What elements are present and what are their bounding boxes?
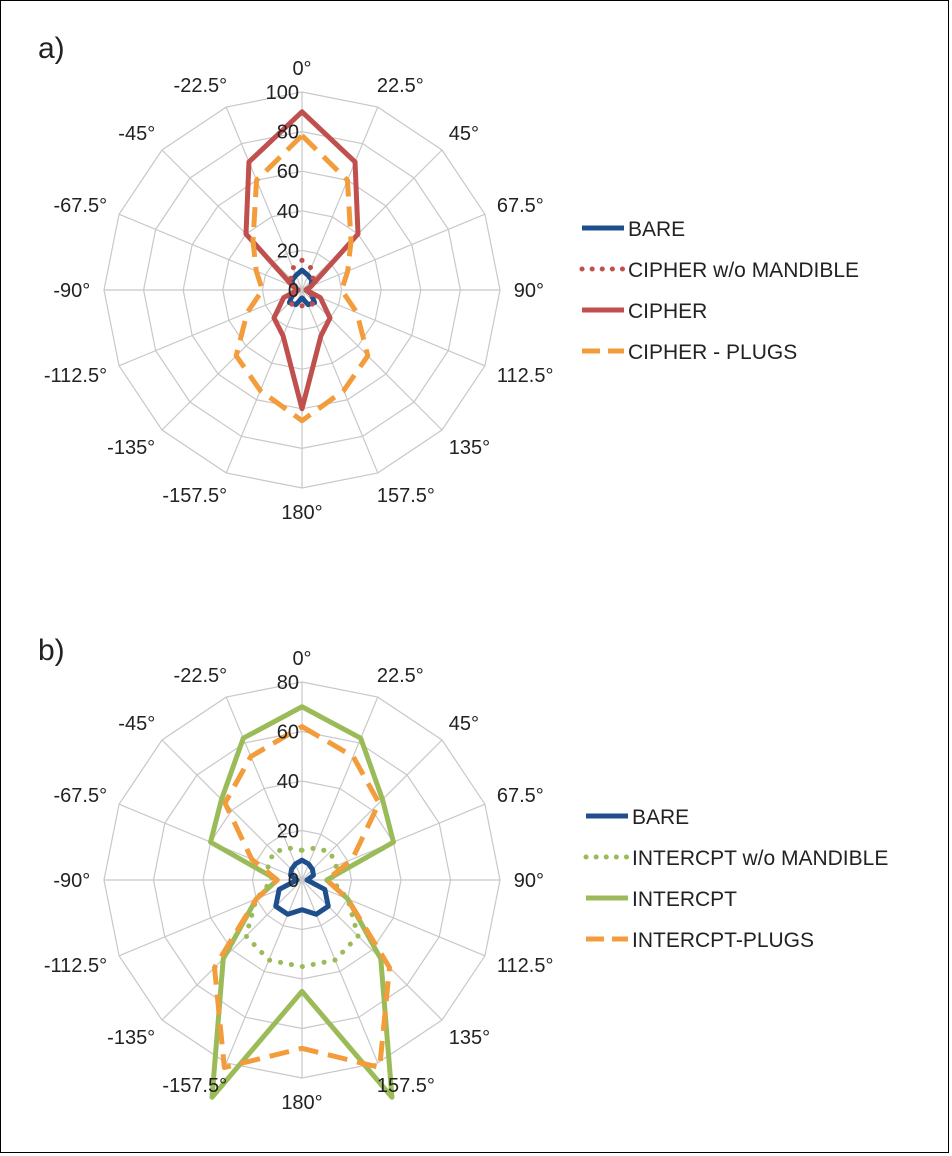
series-line-intercpt-plugs xyxy=(211,724,393,1071)
radial-tick-label: 60 xyxy=(277,161,299,183)
radial-tick-label: 80 xyxy=(277,122,299,144)
angle-label: 0° xyxy=(292,58,311,80)
legend-label: BARE xyxy=(632,806,689,829)
legend-label: BARE xyxy=(628,218,685,241)
angle-label: -90° xyxy=(53,280,90,302)
angle-label: -157.5° xyxy=(162,1075,227,1097)
grid-spoke xyxy=(118,879,303,957)
radial-tick-label: 40 xyxy=(277,771,299,793)
grid-spoke xyxy=(301,213,486,291)
legend-label: INTERCPT w/o MANDIBLE xyxy=(632,847,888,870)
grid-spoke xyxy=(301,879,379,1064)
series-line-cipher-plugs xyxy=(233,133,371,424)
angle-label: 90° xyxy=(514,280,544,302)
grid-spoke xyxy=(301,289,486,367)
angle-label: -22.5° xyxy=(174,665,228,687)
angle-label: 67.5° xyxy=(497,785,544,807)
radar-grid xyxy=(103,91,501,489)
radial-tick-label: 100 xyxy=(266,82,299,104)
angle-label: -45° xyxy=(118,713,155,735)
grid-spoke xyxy=(118,289,303,367)
angle-label: 112.5° xyxy=(497,365,554,387)
panel-label: a) xyxy=(38,32,65,65)
angle-label: 22.5° xyxy=(377,75,424,97)
radial-tick-label: 20 xyxy=(277,821,299,843)
angle-label: -45° xyxy=(118,123,155,145)
angle-label: -67.5° xyxy=(54,195,108,217)
series-line-intercpt-w-o-mandible xyxy=(243,845,361,970)
angle-label: 157.5° xyxy=(377,1075,435,1097)
panel-label: b) xyxy=(38,634,65,667)
legend-label: CIPHER - PLUGS xyxy=(628,341,797,364)
legend-label: INTERCPT xyxy=(632,888,737,911)
angle-label: -90° xyxy=(53,870,90,892)
grid-spoke xyxy=(301,879,486,957)
legend-label: CIPHER w/o MANDIBLE xyxy=(628,259,859,282)
grid-spoke xyxy=(161,879,303,1021)
grid-spoke xyxy=(225,289,303,474)
angle-label: 135° xyxy=(449,437,490,459)
radial-tick-label: 0 xyxy=(288,280,299,302)
grid-spoke xyxy=(301,289,379,474)
angle-label: 45° xyxy=(449,713,479,735)
angle-label: 180° xyxy=(281,502,322,524)
series-line-cipher xyxy=(243,109,361,412)
angle-label: -22.5° xyxy=(174,75,228,97)
grid-spoke xyxy=(118,213,303,291)
grid-spoke xyxy=(225,879,303,1064)
angle-label: -67.5° xyxy=(54,785,108,807)
angle-label: 90° xyxy=(514,870,544,892)
angle-label: 67.5° xyxy=(497,195,544,217)
grid-spoke xyxy=(301,106,379,291)
angle-label: 22.5° xyxy=(377,665,424,687)
grid-spoke xyxy=(161,289,303,431)
grid-spoke xyxy=(225,106,303,291)
legend: BARE INTERCPT w/o MANDIBLE INTERCPT INTERCP… xyxy=(583,806,888,952)
panel-b-radar-chart: b) 0 20 40 60 800° 22.5° 45° 67.5° 90° 112.5° 135° 1… xyxy=(38,634,888,1114)
radial-tick-label: 40 xyxy=(277,201,299,223)
grid-spoke xyxy=(301,879,443,1021)
grid-spoke xyxy=(161,739,303,881)
angle-label: 135° xyxy=(449,1027,490,1049)
grid-spoke xyxy=(301,739,443,881)
angle-label: -112.5° xyxy=(44,365,107,387)
angle-label: -112.5° xyxy=(44,955,107,977)
angle-label: 157.5° xyxy=(377,485,435,507)
grid-spoke xyxy=(301,149,443,291)
legend-label: INTERCPT-PLUGS xyxy=(632,929,814,952)
legend-label: CIPHER xyxy=(628,300,707,323)
series-line-bare xyxy=(273,857,331,917)
radial-tick-label: 0 xyxy=(288,870,299,892)
radial-tick-label: 80 xyxy=(277,672,299,694)
angle-label: 45° xyxy=(449,123,479,145)
radial-tick-label: 60 xyxy=(277,722,299,744)
grid-spoke xyxy=(301,289,443,431)
angle-label: 112.5° xyxy=(497,955,554,977)
angle-label: -135° xyxy=(107,1027,155,1049)
radial-tick-label: 20 xyxy=(277,240,299,262)
series-line-cipher-w-o-mandible xyxy=(286,257,318,309)
legend: BARE CIPHER w/o MANDIBLE CIPHER CIPHER - PL… xyxy=(579,218,859,364)
angle-label: 0° xyxy=(292,648,311,670)
angle-label: -135° xyxy=(107,437,155,459)
angle-label: -157.5° xyxy=(162,485,227,507)
angle-label: 180° xyxy=(281,1092,322,1114)
radar-grid xyxy=(103,681,501,1079)
series-line-intercpt xyxy=(208,704,396,1100)
